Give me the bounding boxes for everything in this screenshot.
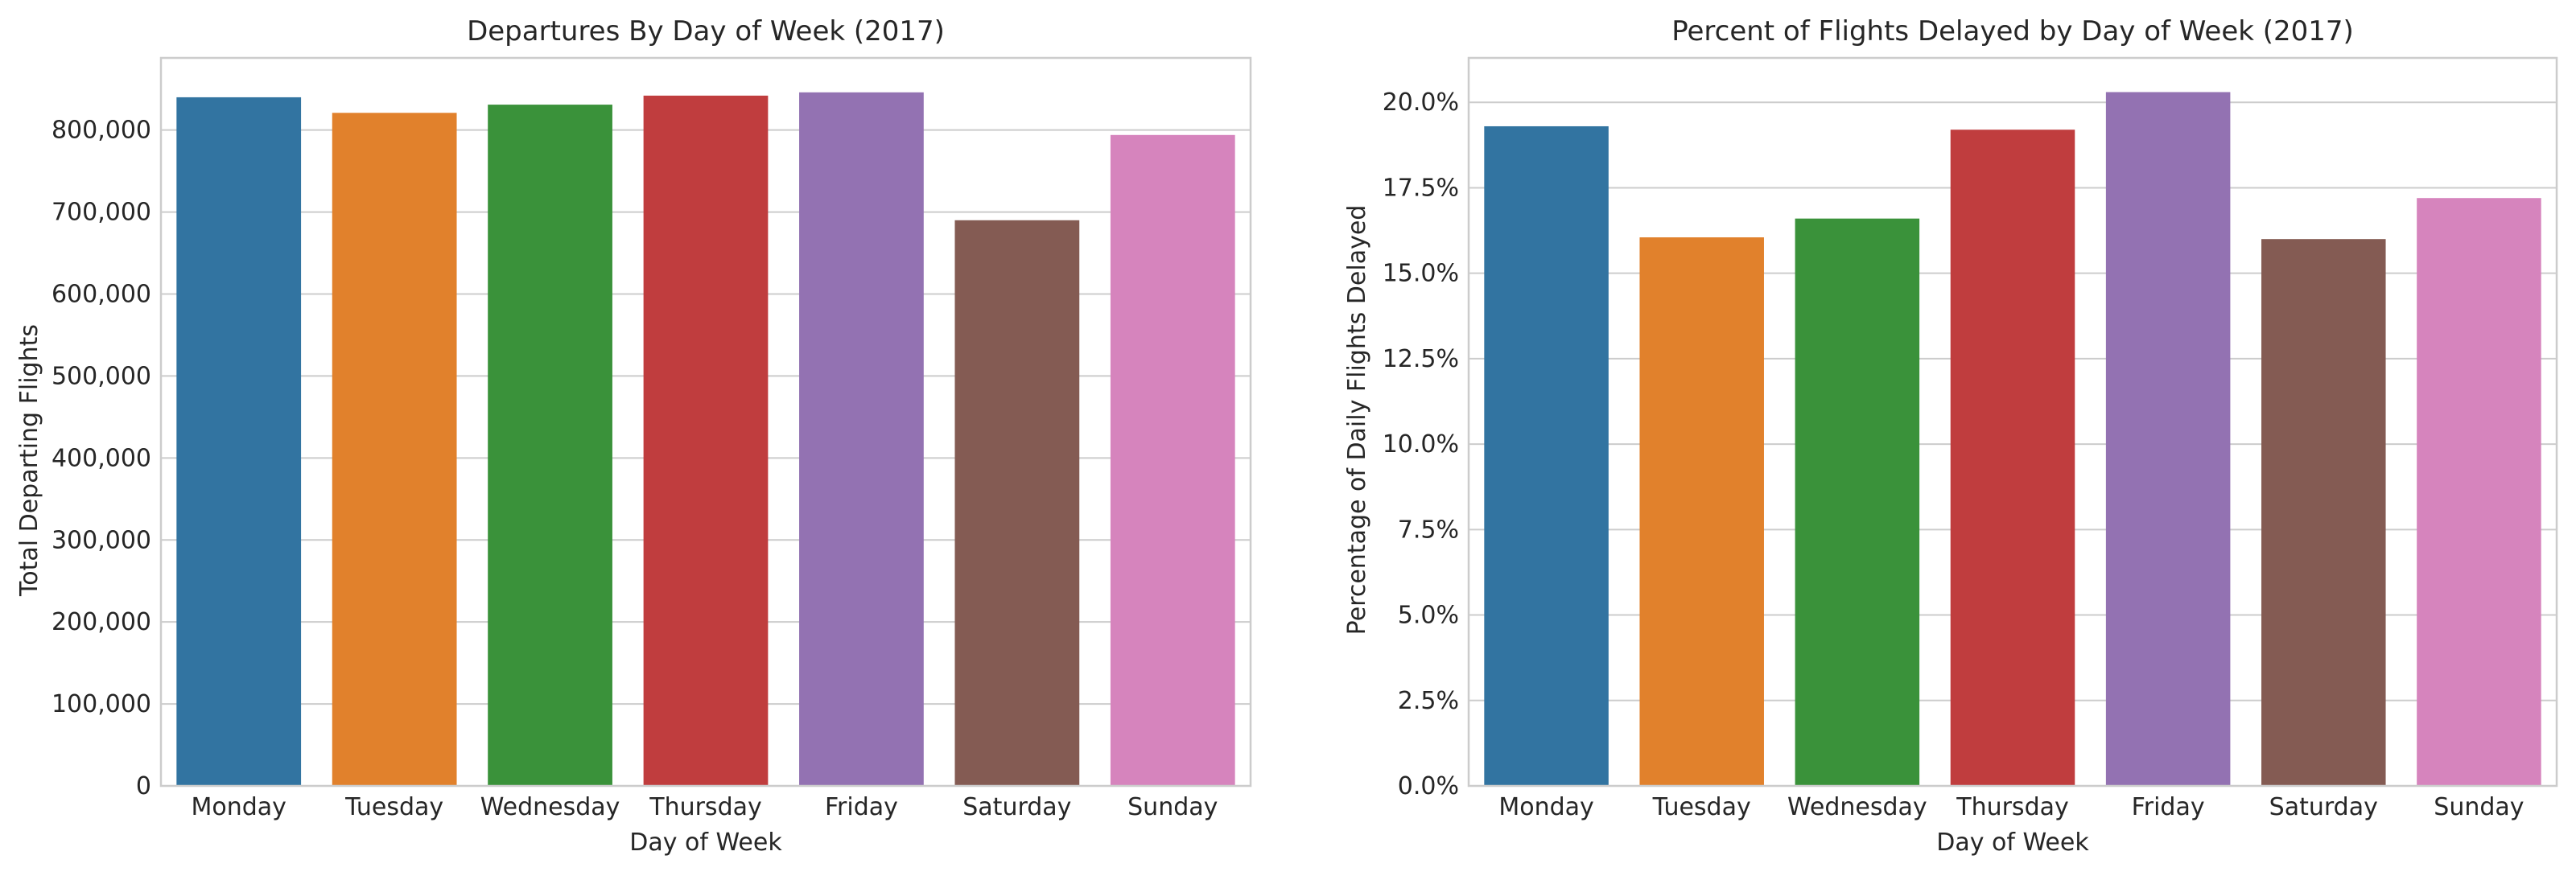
- delay-percent-chart: Percent of Flights Delayed by Day of Wee…: [1343, 15, 2558, 857]
- bar-friday: [2105, 92, 2231, 786]
- y-tick-label: 300,000: [52, 526, 151, 554]
- y-tick-label: 10.0%: [1383, 430, 1459, 459]
- y-tick-label: 200,000: [52, 608, 151, 636]
- bar-thursday: [643, 95, 769, 787]
- bar-wednesday: [488, 105, 612, 787]
- bar-tuesday: [1639, 237, 1764, 787]
- x-tick-label: Saturday: [962, 793, 1071, 821]
- y-tick-label: 15.0%: [1383, 260, 1459, 288]
- bar-monday: [1484, 125, 1609, 786]
- bar-monday: [176, 97, 302, 786]
- chart-title: Departures By Day of Week (2017): [467, 15, 945, 47]
- plot-frame: [1467, 56, 2558, 788]
- bar-friday: [799, 92, 924, 786]
- x-tick-label: Thursday: [649, 793, 762, 821]
- y-tick-label: 600,000: [52, 281, 151, 309]
- bar-wednesday: [1795, 218, 1920, 786]
- x-tick-label: Tuesday: [1652, 793, 1751, 821]
- departures-chart: Departures By Day of Week (2017) Day of …: [15, 15, 1252, 857]
- y-ticks: 0.0% 2.5% 5.0% 7.5% 10.0% 12.5% 15.0% 17.5% 20.0…: [1383, 88, 1459, 800]
- y-tick-label: 400,000: [52, 444, 151, 472]
- bars: [1484, 92, 2541, 787]
- y-tick-label: 0: [136, 772, 151, 800]
- y-tick-label: 2.5%: [1398, 687, 1459, 715]
- x-tick-label: Friday: [825, 793, 898, 821]
- y-tick-label: 500,000: [52, 362, 151, 390]
- bars: [176, 92, 1235, 787]
- x-tick-label: Monday: [1498, 793, 1593, 821]
- y-tick-label: 17.5%: [1383, 174, 1459, 202]
- bar-saturday: [2261, 239, 2386, 786]
- x-tick-label: Tuesday: [344, 793, 443, 821]
- y-tick-label: 7.5%: [1398, 516, 1459, 544]
- x-tick-label: Wednesday: [1787, 793, 1927, 821]
- x-tick-label: Sunday: [1127, 793, 1218, 821]
- bar-thursday: [1950, 130, 2075, 787]
- bar-sunday: [2417, 198, 2541, 786]
- x-tick-label: Friday: [2132, 793, 2205, 821]
- y-tick-label: 12.5%: [1383, 345, 1459, 373]
- y-ticks: 0 100,000 200,000 300,000 400,000 500,000 600,…: [52, 117, 151, 800]
- y-tick-label: 0.0%: [1398, 772, 1459, 800]
- x-tick-label: Sunday: [2434, 793, 2524, 821]
- y-tick-label: 700,000: [52, 199, 151, 227]
- chart-title: Percent of Flights Delayed by Day of Wee…: [1671, 15, 2354, 47]
- x-ticks: Monday Tuesday Wednesday Thursday Friday Satu…: [1498, 793, 2524, 821]
- y-tick-label: 5.0%: [1398, 602, 1459, 630]
- x-tick-label: Saturday: [2269, 793, 2378, 821]
- x-ticks: Monday Tuesday Wednesday Thursday Friday Satu…: [191, 793, 1218, 821]
- y-tick-label: 100,000: [52, 690, 151, 718]
- bar-tuesday: [332, 113, 457, 786]
- y-axis-label: Total Departing Flights: [15, 324, 43, 597]
- bar-saturday: [954, 220, 1080, 786]
- y-tick-label: 800,000: [52, 117, 151, 145]
- y-tick-label: 20.0%: [1383, 88, 1459, 117]
- y-axis-label: Percentage of Daily Flights Delayed: [1343, 205, 1371, 635]
- x-tick-label: Wednesday: [480, 793, 620, 821]
- x-axis-label: Day of Week: [629, 829, 782, 857]
- bar-sunday: [1110, 134, 1235, 786]
- x-tick-label: Thursday: [1956, 793, 2069, 821]
- plot-frame: [159, 56, 1252, 788]
- x-tick-label: Monday: [191, 793, 286, 821]
- x-axis-label: Day of Week: [1936, 829, 2089, 857]
